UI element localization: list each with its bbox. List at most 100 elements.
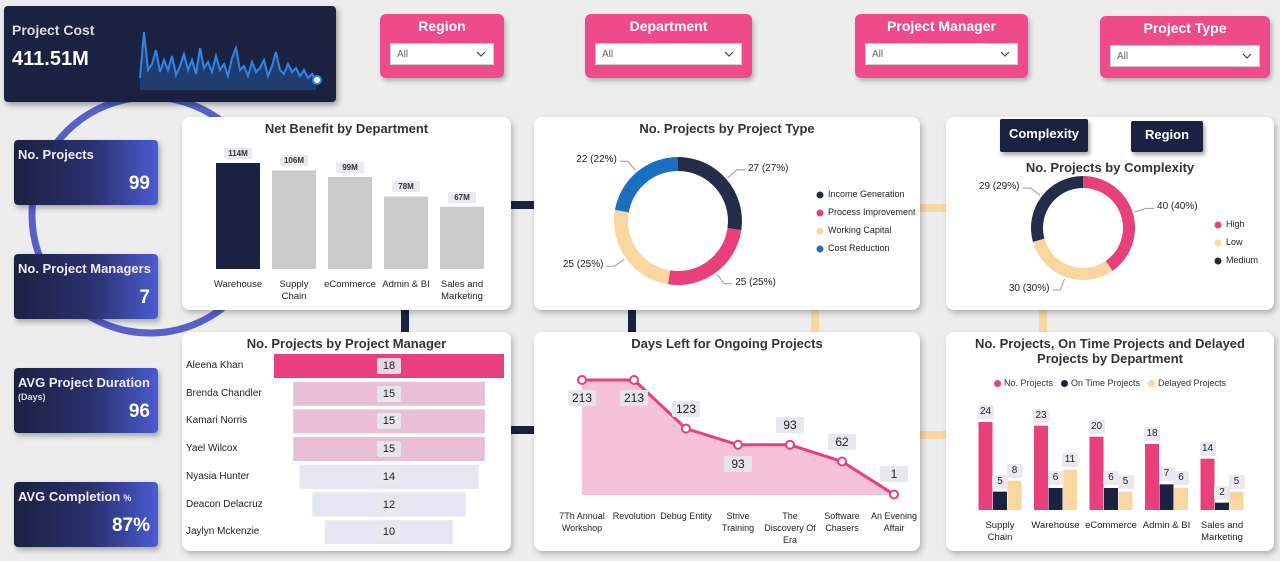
- bar: [978, 422, 993, 510]
- y-tick-label: Kamari Norris: [186, 415, 248, 427]
- donut-slice: [1083, 176, 1135, 271]
- data-label: 123: [672, 400, 700, 417]
- point: [733, 439, 743, 450]
- kpi-card: Project Cost 411.51M: [4, 6, 336, 102]
- x-tick-label: Sales and Marketing: [440, 279, 484, 302]
- x-tick-label: Revolution: [612, 511, 656, 521]
- dropdown-value: All: [872, 49, 884, 60]
- bar: [1104, 488, 1118, 510]
- bar: [1229, 491, 1244, 510]
- legend-item: Delayed Projects: [1148, 378, 1226, 388]
- legend-marker: [816, 191, 824, 199]
- donut-slice: [1031, 176, 1083, 242]
- value-label: 12: [377, 496, 401, 513]
- filter: Department All: [585, 14, 752, 78]
- chart-panel: No. Projects by Project Manager Aleena Kh…: [182, 332, 511, 551]
- value-label: 99M: [336, 161, 364, 173]
- x-tick-label: Warehouse: [213, 279, 263, 290]
- x-tick-label: Debug Entity: [660, 511, 712, 521]
- y-tick-label: Brenda Chandler: [186, 387, 262, 399]
- value-label: 2: [1214, 485, 1230, 500]
- bar: [1089, 436, 1104, 510]
- x-tick-label: 7Th Annual Workshop: [559, 511, 605, 533]
- kpi-label: No. Projects: [18, 147, 94, 162]
- x-tick-label: Sales and Marketing: [1200, 520, 1244, 543]
- dropdown[interactable]: All: [595, 43, 742, 65]
- bar: [1145, 444, 1159, 510]
- leader-line: [619, 160, 636, 171]
- kpi-value: 96: [128, 401, 150, 422]
- bar: [1048, 488, 1063, 510]
- kpi-label-row: No. Project Managers: [18, 261, 158, 276]
- point: [629, 375, 639, 385]
- dropdown-value: All: [602, 49, 614, 60]
- bar: [328, 176, 372, 269]
- legend-marker: [1214, 239, 1222, 247]
- data-label: 27 (27%): [747, 162, 789, 174]
- value-label: 11: [1062, 452, 1078, 467]
- legend-marker: [816, 245, 824, 253]
- bar: [993, 491, 1007, 510]
- value-label: 15: [377, 441, 401, 458]
- kpi-label: AVG Completion: [18, 489, 121, 504]
- tab-button[interactable]: Complexity: [1000, 119, 1088, 152]
- value-label: 6: [1103, 471, 1119, 485]
- kpi-label-row: AVG Project Duration: [18, 375, 158, 390]
- legend-item: No. Projects: [993, 378, 1053, 388]
- chart: [577, 375, 899, 500]
- value-label: 18: [1144, 427, 1160, 441]
- kpi-card: No. Project Managers 7: [14, 254, 158, 319]
- chevron-icon: [724, 51, 734, 57]
- kpi-label: No. Project Managers: [18, 261, 151, 276]
- bar: [1063, 469, 1077, 510]
- legend-label: Process Improvement: [828, 207, 916, 217]
- legend-marker: [1214, 221, 1222, 229]
- donut-slice: [678, 157, 742, 231]
- tab-button[interactable]: Region: [1131, 121, 1203, 152]
- point: [681, 423, 691, 434]
- point: [837, 456, 847, 467]
- value-label: 23: [1033, 408, 1049, 423]
- leader-line: [716, 273, 733, 285]
- leader-line: [1052, 278, 1066, 291]
- kpi-label: AVG Project Duration: [18, 375, 150, 390]
- point: [889, 489, 899, 500]
- x-tick-label: Software Chasers: [824, 511, 860, 533]
- value-label: 7: [1158, 467, 1175, 482]
- chart-panel: No. Projects, On Time Projects and Delay…: [946, 332, 1274, 551]
- legend-label: Medium: [1226, 255, 1259, 265]
- chevron-icon: [476, 51, 486, 57]
- y-tick-label: Nyasia Hunter: [186, 470, 250, 482]
- kpi-card: AVG Completion% 87%: [14, 482, 158, 547]
- filter-label: Project Type: [1143, 20, 1227, 36]
- filter: Project Type All: [1100, 16, 1270, 78]
- x-tick-label: Admin & BI: [1142, 520, 1191, 531]
- value-label: 15: [377, 413, 401, 430]
- data-label: 1: [880, 466, 908, 483]
- value-label: 20: [1088, 419, 1105, 434]
- chart-title: No. Projects, On Time Projects and Delay…: [975, 336, 1245, 366]
- dropdown-value: All: [1117, 51, 1129, 62]
- data-label: 62: [828, 433, 856, 450]
- value-label: 18: [377, 358, 401, 374]
- chevron: [1242, 53, 1252, 59]
- donut-slice: [614, 209, 671, 285]
- bar: [1215, 502, 1229, 510]
- dropdown[interactable]: All: [865, 43, 1018, 65]
- y-tick-label: Yael Wilcox: [186, 443, 238, 455]
- data-label: 30 (30%): [1008, 283, 1050, 295]
- dropdown-value: All: [397, 49, 409, 60]
- chart-panel: No. Projects by Complexity Complexity Regi…: [946, 117, 1274, 310]
- bar: [1034, 425, 1048, 510]
- chart: [978, 422, 1244, 510]
- leader-line: [1134, 207, 1155, 213]
- kpi-label: Project Cost: [12, 22, 95, 38]
- dropdown[interactable]: All: [1110, 45, 1260, 67]
- dropdown[interactable]: All: [390, 43, 494, 65]
- chart-title: No. Projects by Complexity: [1025, 160, 1195, 175]
- bar: [1118, 491, 1133, 510]
- value-label: 10: [377, 524, 401, 541]
- kpi-card: AVG Project Duration (Days) 96: [14, 368, 158, 433]
- kpi-value: 99: [128, 173, 150, 194]
- data-label: 22 (22%): [576, 154, 617, 166]
